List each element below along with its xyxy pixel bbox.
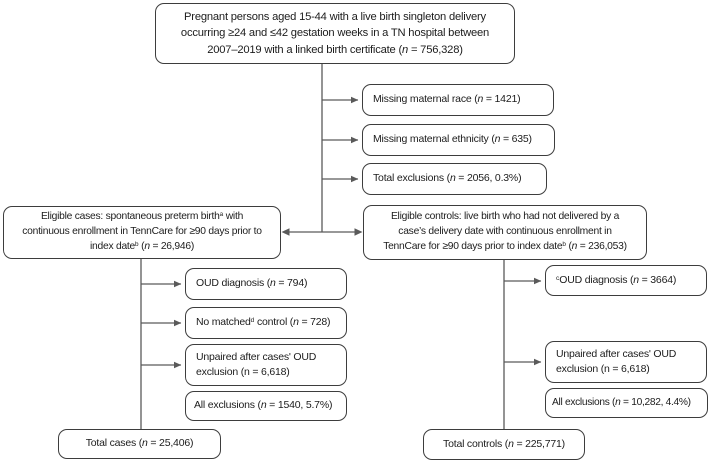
box-missing-ethnicity: Missing maternal ethnicity (n = 635) [362, 124, 555, 156]
box-eligible-cases: Eligible cases: spontaneous preterm birt… [3, 206, 281, 259]
box-control-oud-diagnosis: cOUD diagnosis (n = 3664) [545, 265, 707, 296]
box-no-matched-control: No matchedd control (n = 728) [185, 307, 347, 339]
missing-ethnicity-label: Missing maternal ethnicity (n = 635) [373, 133, 532, 146]
box-case-unpaired: Unpaired after cases' OUD exclusion (n =… [185, 344, 347, 386]
control-all-exclusions-label: All exclusions (n = 10,282, 4.4%) [552, 396, 691, 408]
box-total-exclusions: Total exclusions (n = 2056, 0.3%) [362, 163, 547, 195]
footnote-b: b [562, 241, 566, 249]
box-eligible-controls: Eligible controls: live birth who had no… [363, 205, 647, 260]
population-line1: Pregnant persons aged 15-44 with a live … [184, 11, 486, 24]
total-controls-label: Total controls (n = 225,771) [443, 437, 565, 450]
box-case-oud-diagnosis: OUD diagnosis (n = 794) [185, 268, 347, 300]
case-all-exclusions-label: All exclusions (n = 1540, 5.7%) [194, 399, 333, 412]
case-unpaired-line1: Unpaired after cases' OUD [196, 350, 317, 363]
footnote-a: a [219, 211, 224, 219]
eligible-controls-line2: case’s delivery date with continuous enr… [398, 226, 612, 238]
eligible-controls-line1: Eligible controls: live birth who had no… [390, 211, 620, 223]
eligible-cases-line1: Eligible cases: spontaneous preterm birt… [40, 211, 244, 223]
eligible-cases-line3: index dateb (n = 26,946) [89, 240, 195, 252]
box-total-controls: Total controls (n = 225,771) [423, 429, 585, 460]
total-cases-label: Total cases (n = 25,406) [85, 437, 194, 450]
population-line3: 2007–2019 with a linked birth certificat… [207, 43, 463, 56]
eligible-controls-line3: TennCare for ≥90 days prior to index dat… [383, 240, 627, 252]
no-matched-control-label: No matchedd control (n = 728) [196, 316, 331, 329]
case-oud-label: OUD diagnosis (n = 794) [196, 277, 308, 290]
box-total-cases: Total cases (n = 25,406) [58, 429, 221, 459]
italic-n: n [402, 43, 409, 56]
footnote-b: b [135, 241, 139, 249]
control-unpaired-line2: exclusion (n = 6,618) [556, 363, 650, 375]
population-line2: occurring ≥24 and ≤42 gestation weeks in… [180, 27, 490, 40]
case-unpaired-line2: exclusion (n = 6,618) [196, 366, 290, 378]
box-case-all-exclusions: All exclusions (n = 1540, 5.7%) [185, 391, 347, 421]
total-exclusions-label: Total exclusions (n = 2056, 0.3%) [373, 172, 522, 185]
box-study-population: Pregnant persons aged 15-44 with a live … [155, 3, 515, 64]
box-control-all-exclusions: All exclusions (n = 10,282, 4.4%) [545, 388, 708, 418]
box-control-unpaired: Unpaired after cases' OUD exclusion (n =… [545, 341, 707, 383]
footnote-c: c [556, 274, 560, 282]
eligible-cases-line2: continuous enrollment in TennCare for ≥9… [22, 226, 262, 238]
box-missing-race: Missing maternal race (n = 1421) [362, 84, 554, 116]
control-oud-label: cOUD diagnosis (n = 3664) [556, 273, 677, 286]
missing-race-label: Missing maternal race (n = 1421) [373, 93, 521, 106]
footnote-d: d [250, 317, 255, 325]
control-unpaired-line1: Unpaired after cases' OUD [556, 347, 677, 360]
arrowhead-right [354, 228, 363, 236]
arrowhead-left [281, 228, 290, 236]
